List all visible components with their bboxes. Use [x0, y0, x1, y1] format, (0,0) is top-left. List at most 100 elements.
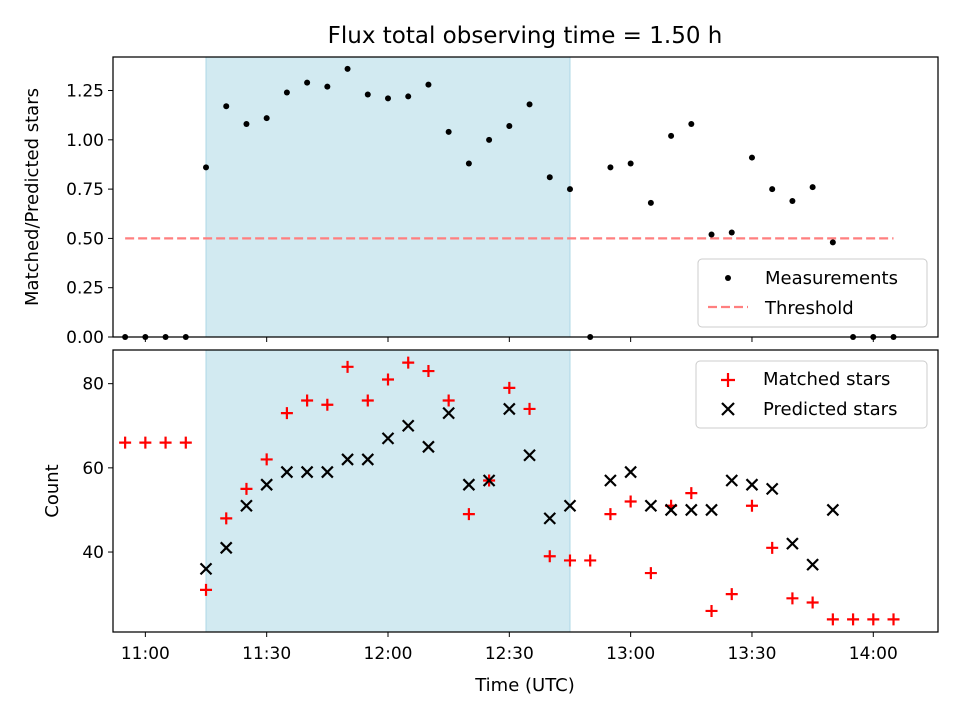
measurement-point	[688, 121, 695, 128]
predicted-star-point	[624, 465, 637, 479]
matched-star-point	[402, 356, 415, 369]
matched-star-point	[361, 394, 374, 407]
predicted-stars-points	[199, 402, 840, 576]
count-y-axis-ticks: 40 60 80	[82, 375, 113, 563]
predicted-star-point	[725, 474, 739, 487]
measurement-point	[243, 121, 250, 128]
measurement-point	[283, 89, 290, 96]
matched-star-point	[260, 453, 273, 466]
matched-star-point	[301, 394, 314, 407]
ratio-panel-frame	[112, 56, 939, 338]
measurement-point	[728, 229, 735, 236]
matched-star-point	[644, 567, 657, 580]
ratio-y-tick-label: 0.75	[66, 180, 104, 200]
ratio-y-tick-label: 0.25	[66, 279, 104, 299]
matched-star-point	[766, 541, 779, 554]
predicted-star-point	[381, 432, 395, 445]
measurement-point	[708, 231, 715, 238]
matched-stars-points	[119, 356, 900, 626]
measurement-point	[748, 154, 755, 161]
figure-title: Flux total observing time = 1.50 h	[328, 23, 723, 49]
observing-window-fill	[206, 350, 570, 632]
predicted-star-point	[503, 402, 516, 416]
measurement-point	[526, 101, 533, 108]
observing-window-fill	[206, 57, 570, 337]
count-x-tick-label: 12:30	[485, 644, 534, 664]
ratio-y-axis-ticks: 0.00 0.25 0.50 0.75 1.00 1.25	[66, 82, 113, 348]
measurement-point	[607, 164, 614, 171]
predicted-star-point	[219, 541, 233, 555]
predicted-star-point	[563, 499, 577, 513]
matched-star-point	[179, 436, 192, 449]
legend-marker-measurements	[725, 275, 731, 281]
count-legend-box	[695, 360, 928, 429]
matched-star-point	[786, 592, 799, 605]
predicted-star-point	[826, 503, 840, 517]
measurement-point	[364, 91, 371, 98]
predicted-star-point	[199, 562, 213, 576]
matched-star-point	[584, 554, 597, 567]
measurement-point	[668, 132, 675, 139]
measurement-point	[627, 160, 634, 167]
predicted-star-point	[745, 478, 759, 491]
matched-star-point	[280, 407, 293, 420]
matched-star-point	[867, 613, 880, 626]
predicted-star-point	[604, 474, 617, 487]
legend-marker-matched	[721, 373, 735, 387]
measurement-point	[223, 103, 230, 110]
matched-star-point	[139, 436, 152, 449]
measurement-point	[546, 174, 553, 181]
legend-label-predicted: Predicted stars	[763, 399, 897, 420]
matched-star-point	[624, 495, 637, 508]
predicted-star-point	[543, 512, 557, 525]
predicted-star-point	[482, 474, 496, 487]
ratio-y-tick-label: 0.50	[66, 229, 104, 249]
count-y-tick-label: 60	[82, 459, 104, 479]
measurement-point	[506, 123, 513, 130]
measurement-point	[809, 184, 816, 191]
measurement-point	[405, 93, 412, 100]
matched-star-point	[422, 365, 435, 378]
measurement-point	[789, 197, 796, 204]
matched-star-point	[321, 398, 334, 411]
matched-star-point	[523, 402, 536, 415]
predicted-star-point	[280, 465, 294, 479]
matched-star-point	[543, 550, 556, 563]
predicted-star-point	[462, 478, 476, 491]
measurement-point	[769, 186, 776, 193]
observing-window-span	[205, 57, 571, 337]
predicted-star-point	[523, 448, 536, 462]
count-y-tick-label: 80	[82, 375, 104, 395]
matched-star-point	[341, 360, 354, 373]
count-x-tick-label: 14:00	[849, 644, 898, 664]
matched-star-point	[745, 499, 758, 512]
predicted-star-point	[644, 499, 658, 513]
legend-label-threshold: Threshold	[764, 298, 854, 319]
count-legend: Matched stars Predicted stars	[695, 360, 928, 429]
count-x-tick-label: 11:30	[242, 644, 291, 664]
measurement-point	[385, 95, 391, 102]
observing-window-span	[205, 350, 571, 632]
predicted-star-point	[361, 453, 375, 466]
count-x-tick-label: 12:00	[364, 644, 413, 664]
predicted-star-point	[300, 465, 314, 479]
ratio-y-axis-label: Matched/Predicted stars	[22, 88, 43, 306]
ratio-legend-box	[697, 258, 928, 328]
count-y-axis-label: Count	[42, 464, 63, 517]
predicted-star-point	[240, 499, 253, 513]
matched-star-point	[826, 613, 839, 626]
count-x-tick-label: 13:30	[727, 644, 776, 664]
predicted-star-point	[806, 558, 819, 571]
ratio-y-tick-label: 0.00	[66, 328, 104, 348]
matched-star-point	[119, 436, 132, 449]
legend-label-measurements: Measurements	[765, 268, 898, 289]
matched-star-point	[847, 613, 860, 626]
count-panel-frame	[112, 349, 939, 633]
measurement-point	[647, 199, 654, 206]
predicted-star-point	[260, 478, 273, 491]
matched-star-point	[442, 394, 455, 407]
measurement-point	[324, 83, 331, 90]
ratio-panel: 0.00 0.25 0.50 0.75 1.00 1.25 Matched/Predict…	[22, 56, 939, 348]
matched-star-point	[705, 604, 718, 617]
